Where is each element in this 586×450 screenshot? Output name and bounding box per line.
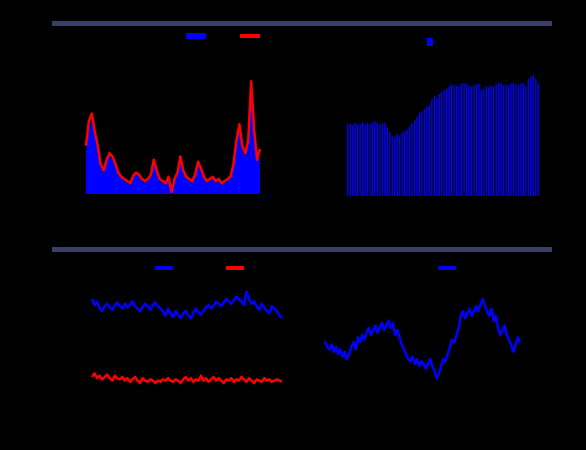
bar-3 [354,122,356,196]
legend-swatch-bottom-left-blue [155,266,173,270]
bar-69 [517,84,520,196]
bar-45 [458,86,460,196]
bar-10 [371,122,374,196]
bar-74 [530,76,532,196]
bar-65 [507,85,510,196]
bar-35 [433,96,435,196]
bar-25 [408,126,411,196]
bar-2 [351,125,354,196]
bar-67 [512,82,515,196]
bar-13 [379,124,381,196]
bar-1 [349,123,351,196]
bar-77 [537,82,539,196]
line-series-1 [90,372,283,385]
bar-47 [463,82,465,196]
bar-66 [510,83,512,196]
legend-swatch-top-left-blue [186,33,206,39]
bar-18 [391,135,393,196]
bar-30 [421,111,423,196]
bar-58 [490,85,492,196]
bar-9 [369,123,371,196]
bar-12 [376,122,379,196]
bar-72 [525,86,527,196]
bar-5 [359,123,361,196]
legend-swatch-top-left-red [240,34,260,38]
bar-56 [485,86,487,196]
bar-50 [470,86,473,196]
bar-46 [460,83,463,196]
bar-62 [500,83,502,196]
bar-34 [431,99,433,196]
bar-20 [396,134,398,196]
bar-48 [465,84,468,196]
bar-17 [389,131,391,196]
bar-0 [347,124,349,196]
bar-43 [453,84,455,196]
bar-55 [483,88,485,196]
bar-23 [403,131,406,196]
bar-75 [532,75,534,196]
bar-36 [436,97,438,196]
line-series-0 [323,297,522,380]
bar-26 [411,123,413,196]
bar-61 [497,82,500,196]
bar-44 [455,85,458,196]
line-series-1 [84,80,262,194]
bar-53 [478,83,480,196]
bar-32 [426,106,428,196]
chart-bottom-right [323,297,522,380]
bar-54 [480,90,482,196]
bar-33 [428,105,431,196]
top-header-bar [52,21,552,26]
bar-15 [384,122,386,196]
bar-52 [475,84,478,196]
bar-49 [468,85,470,196]
bar-51 [473,84,475,196]
bar-21 [399,135,401,196]
bar-11 [374,121,376,196]
bar-29 [418,112,421,196]
bar-37 [438,94,440,196]
bar-71 [522,82,525,196]
chart-top-left [84,80,262,194]
chart-top-right [347,75,539,196]
bar-40 [446,88,448,196]
bar-19 [394,137,396,196]
bar-14 [381,123,383,196]
bar-39 [443,90,445,196]
bar-73 [527,78,529,196]
bar-41 [448,86,450,196]
legend-swatch-bottom-right-blue [438,266,456,270]
bar-38 [441,91,443,196]
bar-28 [416,116,418,196]
bottom-header-bar [52,247,552,252]
bar-68 [515,84,517,196]
bar-76 [535,78,537,196]
bar-7 [364,124,366,196]
chart-bottom-left [90,290,283,385]
legend-swatch-top-right-blue [427,38,433,46]
bar-22 [401,132,403,196]
legend-swatch-bottom-left-red [226,266,244,270]
bar-8 [366,122,369,196]
bar-63 [502,84,505,196]
bar-6 [361,122,364,196]
bar-70 [520,83,522,196]
bar-27 [413,120,416,196]
bar-31 [423,109,426,196]
bar-59 [493,86,495,196]
bar-64 [505,84,507,196]
line-series-0 [90,290,283,320]
bar-57 [488,87,490,196]
bar-42 [450,84,453,196]
bar-60 [495,84,497,196]
bar-24 [406,129,408,196]
area-series-0 [86,86,260,194]
bar-4 [356,124,359,196]
bar-16 [386,128,388,196]
